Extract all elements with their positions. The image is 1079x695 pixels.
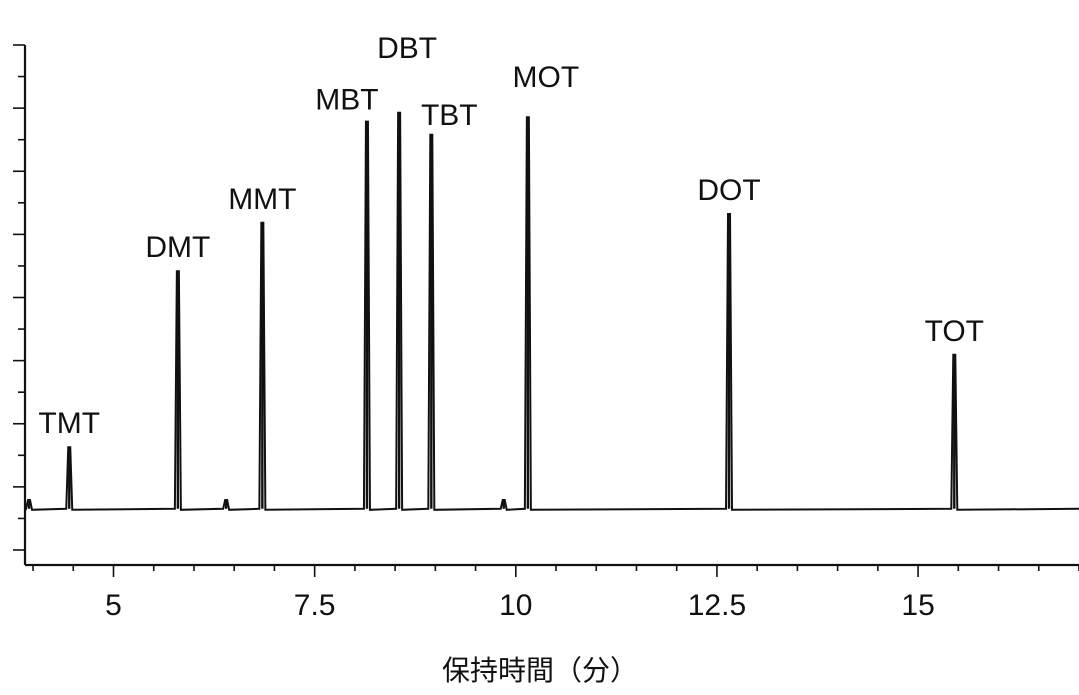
tick-labels: 5 7.5 10 12.5 15 xyxy=(105,589,935,622)
peak-label: MOT xyxy=(513,61,580,94)
trace-group xyxy=(24,111,1079,512)
peak-label: TMT xyxy=(38,407,100,440)
peak-label: MBT xyxy=(315,84,378,117)
peak-label: DMT xyxy=(145,231,210,264)
peak-label: DOT xyxy=(697,174,760,207)
x-tick-label: 5 xyxy=(105,589,122,622)
axes xyxy=(23,45,1079,567)
chromatogram-trace xyxy=(24,111,1079,512)
peak-label: TBT xyxy=(421,99,478,132)
peak-label: DBT xyxy=(377,32,437,65)
x-tick-label: 10 xyxy=(499,589,532,622)
peak-label: MMT xyxy=(228,183,296,216)
x-axis-title: 保持時間（分） xyxy=(442,654,638,687)
peak-labels: TMT DMT MMT MBT DBT TBT MOT DOT TOT xyxy=(38,32,984,440)
x-tick-label: 15 xyxy=(901,589,934,622)
peak-label: TOT xyxy=(925,315,984,348)
x-tick-label: 7.5 xyxy=(294,589,336,622)
tick-marks xyxy=(13,44,1079,577)
x-tick-label: 12.5 xyxy=(688,589,746,622)
